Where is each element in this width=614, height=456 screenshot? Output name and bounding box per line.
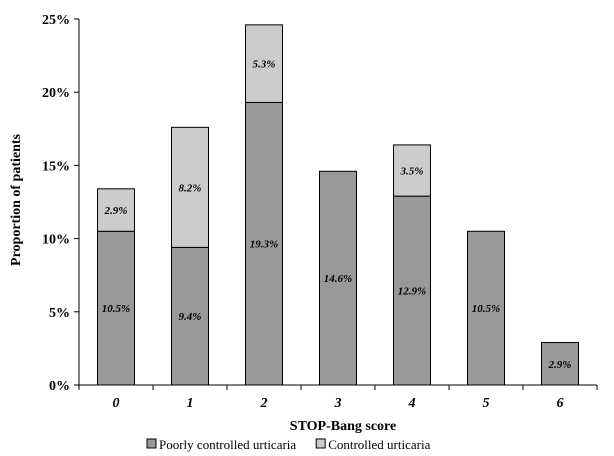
data-label: 2.9% [548,359,572,371]
x-axis-label: STOP-Bang score [290,419,396,434]
x-tick-label: 2 [260,396,268,411]
bar-controlled [171,126,209,248]
y-axis-label: Proportion of patients [9,133,24,266]
x-tick-label: 1 [187,396,194,411]
legend-swatch-controlled [315,438,326,449]
y-axis: 0% 5% 10% 15% 20% 25% [42,13,80,394]
data-label: 8.2% [179,182,202,194]
data-label: 2.9% [104,205,128,217]
x-tick-label: 6 [557,396,564,411]
bar-poorly-controlled [245,101,283,386]
y-tick-label: 0% [49,379,70,394]
bar-poorly-controlled [467,230,505,386]
data-label: 12.9% [398,286,426,298]
x-tick-label: 3 [334,396,342,411]
y-tick-label: 5% [49,306,70,321]
y-tick-label: 10% [42,233,70,248]
bar-poorly-controlled [393,195,431,386]
y-tick-label: 20% [42,86,70,101]
data-label: 14.6% [324,273,352,285]
data-label: 9.4% [179,311,202,323]
legend-label: Poorly controlled urticaria [159,437,296,452]
bar-poorly-controlled [541,342,579,386]
data-label: 3.5% [400,166,424,178]
x-tick-label: 5 [483,396,490,411]
bar-poorly-controlled [171,246,209,386]
data-label: 19.3% [250,239,278,251]
y-tick-label: 15% [42,159,70,174]
x-axis: 0 1 2 3 4 5 6 [78,384,598,411]
bar-controlled [393,144,431,197]
data-label: 10.5% [472,303,500,315]
bar-labels: 10.5% 2.9% 9.4% 8.2% 19.3% 5.3% 14.6% 12.9% 3.5%… [102,59,572,371]
legend: Poorly controlled urticaria Controlled ur… [146,437,431,452]
x-tick-label: 0 [113,396,120,411]
bar-poorly-controlled [97,230,135,386]
legend-label: Controlled urticaria [328,437,430,452]
bar-controlled [97,188,135,232]
bars [97,24,579,386]
bar-controlled [245,24,283,103]
bar-poorly-controlled [319,170,357,386]
y-tick-label: 25% [42,13,70,28]
data-label: 5.3% [253,59,276,71]
x-tick-label: 4 [408,396,416,411]
legend-swatch-poorly-controlled [146,438,157,449]
data-label: 10.5% [102,303,130,315]
